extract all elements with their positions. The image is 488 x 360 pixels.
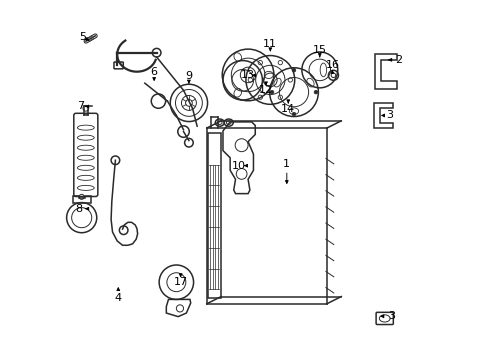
- Text: 3: 3: [386, 111, 392, 121]
- Text: 1: 1: [283, 159, 290, 169]
- Circle shape: [270, 90, 273, 94]
- Text: 7: 7: [77, 102, 83, 112]
- Text: 17: 17: [173, 277, 187, 287]
- Circle shape: [313, 90, 317, 94]
- Text: 9: 9: [185, 71, 192, 81]
- Text: 6: 6: [150, 67, 157, 77]
- Text: 16: 16: [325, 60, 339, 70]
- Text: 12: 12: [259, 85, 272, 95]
- Text: 13: 13: [240, 70, 254, 80]
- Text: 4: 4: [115, 293, 122, 303]
- Circle shape: [292, 112, 295, 116]
- Text: 2: 2: [394, 55, 402, 65]
- Text: 15: 15: [312, 45, 326, 55]
- Text: 11: 11: [263, 39, 277, 49]
- Text: 10: 10: [232, 161, 245, 171]
- Text: 8: 8: [75, 204, 82, 214]
- Bar: [207, 134, 221, 298]
- Text: 3: 3: [387, 311, 394, 321]
- Circle shape: [292, 68, 295, 72]
- Text: 14: 14: [281, 104, 295, 114]
- Text: 5: 5: [80, 32, 86, 41]
